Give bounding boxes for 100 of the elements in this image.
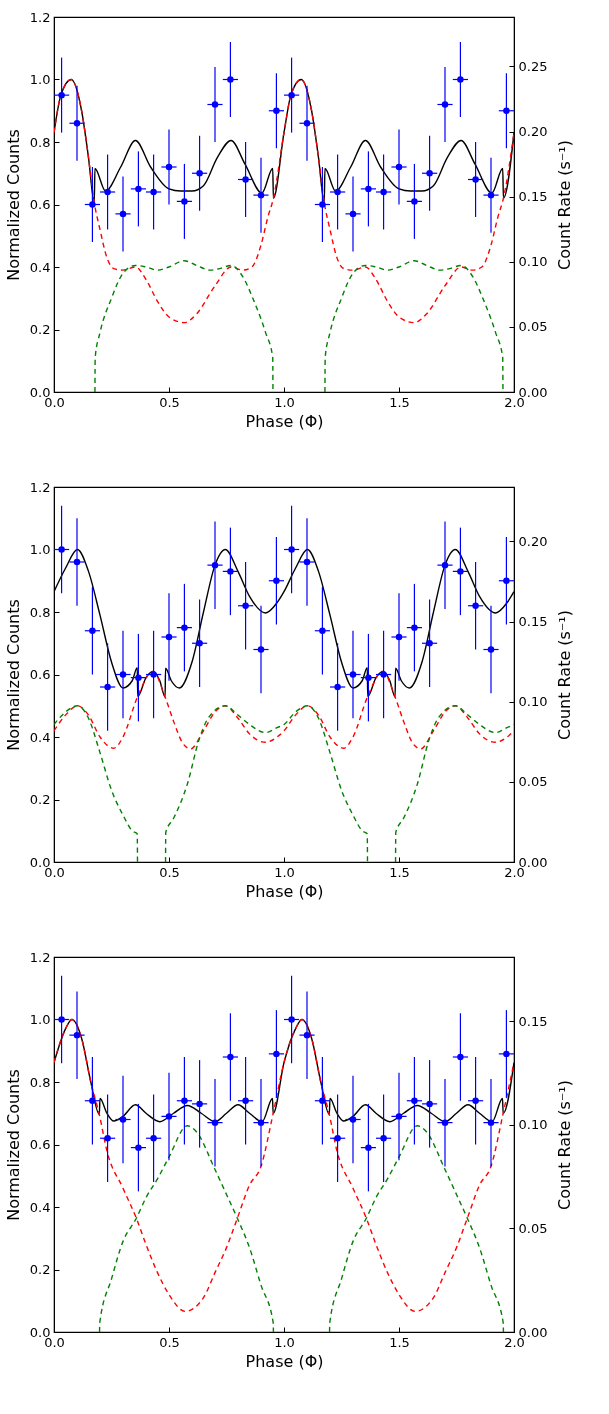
point (411, 624, 418, 631)
y-axis-title: Normalized Counts (3, 599, 23, 751)
y2-axis-title: Count Rate (s⁻¹) (555, 609, 575, 741)
point (150, 671, 157, 678)
point (89, 627, 96, 634)
point (257, 646, 265, 653)
point (487, 646, 495, 653)
point (319, 1097, 326, 1104)
y2-tick-label: 0.05 (518, 319, 548, 335)
y2-axis-title: Count Rate (s⁻¹) (555, 1079, 575, 1211)
point (380, 671, 387, 678)
y2-tick-label: 0.05 (518, 1220, 548, 1236)
point (441, 1119, 449, 1126)
point (365, 1144, 372, 1151)
point (227, 76, 234, 83)
point (334, 1135, 341, 1142)
point (426, 170, 433, 177)
point (303, 558, 311, 566)
point (211, 561, 219, 569)
point (472, 602, 479, 609)
point (349, 671, 357, 678)
point (104, 1135, 111, 1142)
point (58, 546, 65, 553)
y-tick-label: 0.2 (29, 1262, 51, 1277)
point (104, 683, 111, 691)
x-tick-label: 1.0 (274, 864, 295, 880)
point (411, 1097, 418, 1104)
x-tick-label: 1.0 (274, 1334, 295, 1350)
y-tick-label: 0.6 (29, 197, 51, 212)
y2-tick-label: 0.15 (518, 1013, 548, 1029)
x-tick-label: 1.5 (389, 394, 410, 410)
point (472, 1097, 479, 1104)
x-tick-label: 1.5 (389, 864, 410, 880)
point (119, 1116, 127, 1123)
point (472, 176, 479, 183)
point (89, 1097, 96, 1104)
point (196, 170, 203, 177)
point (411, 198, 418, 205)
point (457, 568, 464, 575)
point (303, 1031, 311, 1039)
point (196, 1100, 203, 1108)
point (380, 188, 387, 196)
point (503, 1050, 510, 1058)
point (319, 627, 326, 634)
y-tick-label: 0.8 (29, 134, 51, 150)
x-axis-title: Phase (Φ) (245, 881, 324, 901)
point (380, 1135, 387, 1142)
point (273, 107, 280, 114)
point (365, 185, 372, 193)
point (150, 188, 157, 196)
point (503, 577, 510, 584)
y-tick-label: 0.6 (29, 1137, 51, 1152)
point (89, 201, 96, 208)
point (58, 91, 65, 99)
point (165, 163, 173, 171)
y2-tick-label: 0.10 (518, 694, 548, 710)
point (441, 101, 449, 108)
x-tick-label: 0.5 (159, 1334, 180, 1350)
point (487, 191, 495, 199)
x-axis-title: Phase (Φ) (245, 1351, 324, 1371)
x-tick-label: 1.5 (389, 1334, 410, 1350)
point (227, 1053, 234, 1061)
point (349, 1116, 357, 1123)
x-tick-label: 0.5 (159, 864, 180, 880)
y-tick-label: 1.2 (29, 949, 51, 965)
point (288, 546, 295, 553)
point (273, 1050, 280, 1058)
point (181, 624, 188, 631)
y-tick-label: 0.2 (29, 322, 51, 337)
point (73, 120, 81, 127)
point (395, 633, 403, 641)
point (319, 201, 326, 208)
point (227, 568, 234, 575)
y2-tick-label: 0.25 (518, 58, 548, 74)
point (365, 674, 372, 681)
y2-tick-label: 0.10 (518, 254, 548, 270)
point (288, 91, 295, 99)
y-tick-label: 0.2 (29, 792, 51, 807)
point (503, 107, 510, 114)
y-tick-label: 1.0 (29, 1012, 51, 1027)
point (257, 1119, 265, 1126)
point (426, 1100, 433, 1108)
point (150, 1135, 157, 1142)
y2-tick-label: 0.20 (518, 533, 548, 549)
x-tick-label: 0.5 (159, 394, 180, 410)
y-tick-label: 1.2 (29, 479, 51, 495)
y-axis-title: Normalized Counts (3, 1069, 23, 1221)
y-tick-label: 0.4 (29, 259, 51, 275)
y-tick-label: 0.4 (29, 1199, 51, 1215)
point (242, 602, 249, 609)
y-tick-label: 1.0 (29, 72, 51, 87)
point (426, 640, 433, 647)
x-axis-title: Phase (Φ) (245, 411, 324, 431)
y-tick-label: 0.8 (29, 604, 51, 620)
point (58, 1016, 65, 1023)
point (181, 198, 188, 205)
y2-tick-label: 0.15 (518, 614, 548, 630)
point (395, 1113, 403, 1120)
y2-tick-label: 0.05 (518, 774, 548, 790)
y-tick-label: 1.2 (29, 9, 51, 25)
